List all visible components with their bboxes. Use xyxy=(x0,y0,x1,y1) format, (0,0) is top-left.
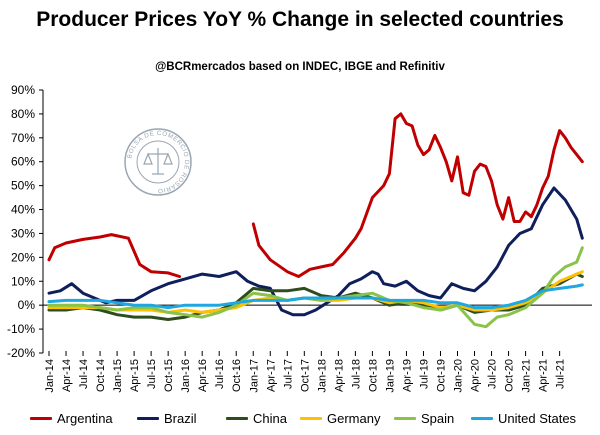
x-tick-label: Jan-14 xyxy=(44,359,56,393)
y-tick-label: 40% xyxy=(11,203,35,217)
y-tick-label: 70% xyxy=(11,131,35,145)
legend-item-brazil: Brazil xyxy=(137,408,197,428)
x-tick-label: Jul-17 xyxy=(282,359,294,389)
x-tick-label: Jan-19 xyxy=(384,359,396,393)
y-tick-label: -20% xyxy=(7,346,35,360)
legend-swatch xyxy=(137,416,159,420)
legend-label: Brazil xyxy=(164,410,197,426)
x-tick-label: Apr-15 xyxy=(129,359,141,392)
legend-label: Germany xyxy=(327,410,381,426)
legend-label: China xyxy=(253,410,287,426)
x-tick-label: Oct-17 xyxy=(299,359,311,392)
x-tick-label: Apr-16 xyxy=(197,359,209,392)
seal-inner-ring xyxy=(136,140,180,184)
x-tick-label: Jan-16 xyxy=(180,359,192,393)
series-line-united-states xyxy=(47,283,584,310)
x-tick-label: Apr-19 xyxy=(401,359,413,392)
series-line-argentina xyxy=(251,112,584,278)
x-tick-label: Jan-15 xyxy=(112,359,124,393)
y-tick-label: 50% xyxy=(11,179,35,193)
y-tick-label: 10% xyxy=(11,274,35,288)
x-tick-label: Oct-20 xyxy=(504,359,516,392)
x-tick-label: Oct-14 xyxy=(95,359,107,392)
legend-item-germany: Germany xyxy=(300,408,380,428)
legend-swatch xyxy=(471,416,493,420)
chart-title: Producer Prices YoY % Change in selected… xyxy=(36,8,564,31)
chart-legend: Argentina Brazil China Germany Spain United S… xyxy=(0,408,600,428)
seal-scales-icon xyxy=(143,148,173,175)
x-tick-label: Apr-18 xyxy=(333,359,345,392)
x-tick-label: Oct-15 xyxy=(163,359,175,392)
x-tick-label: Apr-14 xyxy=(61,359,73,392)
legend-label: United States xyxy=(498,410,577,426)
x-tick-label: Jul-14 xyxy=(78,359,90,389)
x-tick-label: Jan-20 xyxy=(453,359,465,393)
legend-swatch xyxy=(394,416,416,420)
legend-item-spain: Spain xyxy=(394,408,454,428)
x-tick-label: Oct-18 xyxy=(367,359,379,392)
y-tick-label: 0% xyxy=(18,298,36,312)
series-line-argentina xyxy=(47,233,181,278)
x-tick-label: Apr-20 xyxy=(470,359,482,392)
x-tick-label: Jul-18 xyxy=(350,359,362,389)
x-tick-label: Apr-17 xyxy=(265,359,277,392)
y-tick-label: -10% xyxy=(7,322,35,336)
x-tick-label: Apr-21 xyxy=(538,359,550,392)
legend-item-argentina: Argentina xyxy=(30,408,113,428)
x-tick-label: Oct-19 xyxy=(435,359,447,392)
legend-label: Argentina xyxy=(57,410,113,426)
x-tick-label: Oct-16 xyxy=(231,359,243,392)
x-tick-label: Jan-17 xyxy=(248,359,260,393)
legend-label: Spain xyxy=(421,410,455,426)
x-tick-label: Jan-21 xyxy=(521,359,533,393)
y-tick-label: 60% xyxy=(11,155,35,169)
x-tick-label: Jul-21 xyxy=(555,359,567,389)
x-tick-label: Jan-18 xyxy=(316,359,328,393)
y-tick-label: 20% xyxy=(11,250,35,264)
legend-item-china: China xyxy=(226,408,287,428)
legend-swatch xyxy=(300,416,322,420)
x-tick-label: Jul-16 xyxy=(214,359,226,389)
y-tick-label: 80% xyxy=(11,107,35,121)
x-tick-label: Jul-19 xyxy=(418,359,430,389)
series-line-china xyxy=(47,272,584,321)
legend-swatch xyxy=(30,416,52,420)
chart-subtitle: @BCRmercados based on INDEC, IBGE and Re… xyxy=(155,61,445,73)
series-line-brazil xyxy=(47,186,584,317)
y-tick-label: 90% xyxy=(11,83,35,97)
x-tick-label: Jul-20 xyxy=(487,359,499,389)
seal-outer-ring xyxy=(124,128,192,196)
y-tick-label: 30% xyxy=(11,226,35,240)
legend-item-united-states: United States xyxy=(471,408,576,428)
legend-swatch xyxy=(226,416,248,420)
x-tick-label: Jul-15 xyxy=(146,359,158,389)
